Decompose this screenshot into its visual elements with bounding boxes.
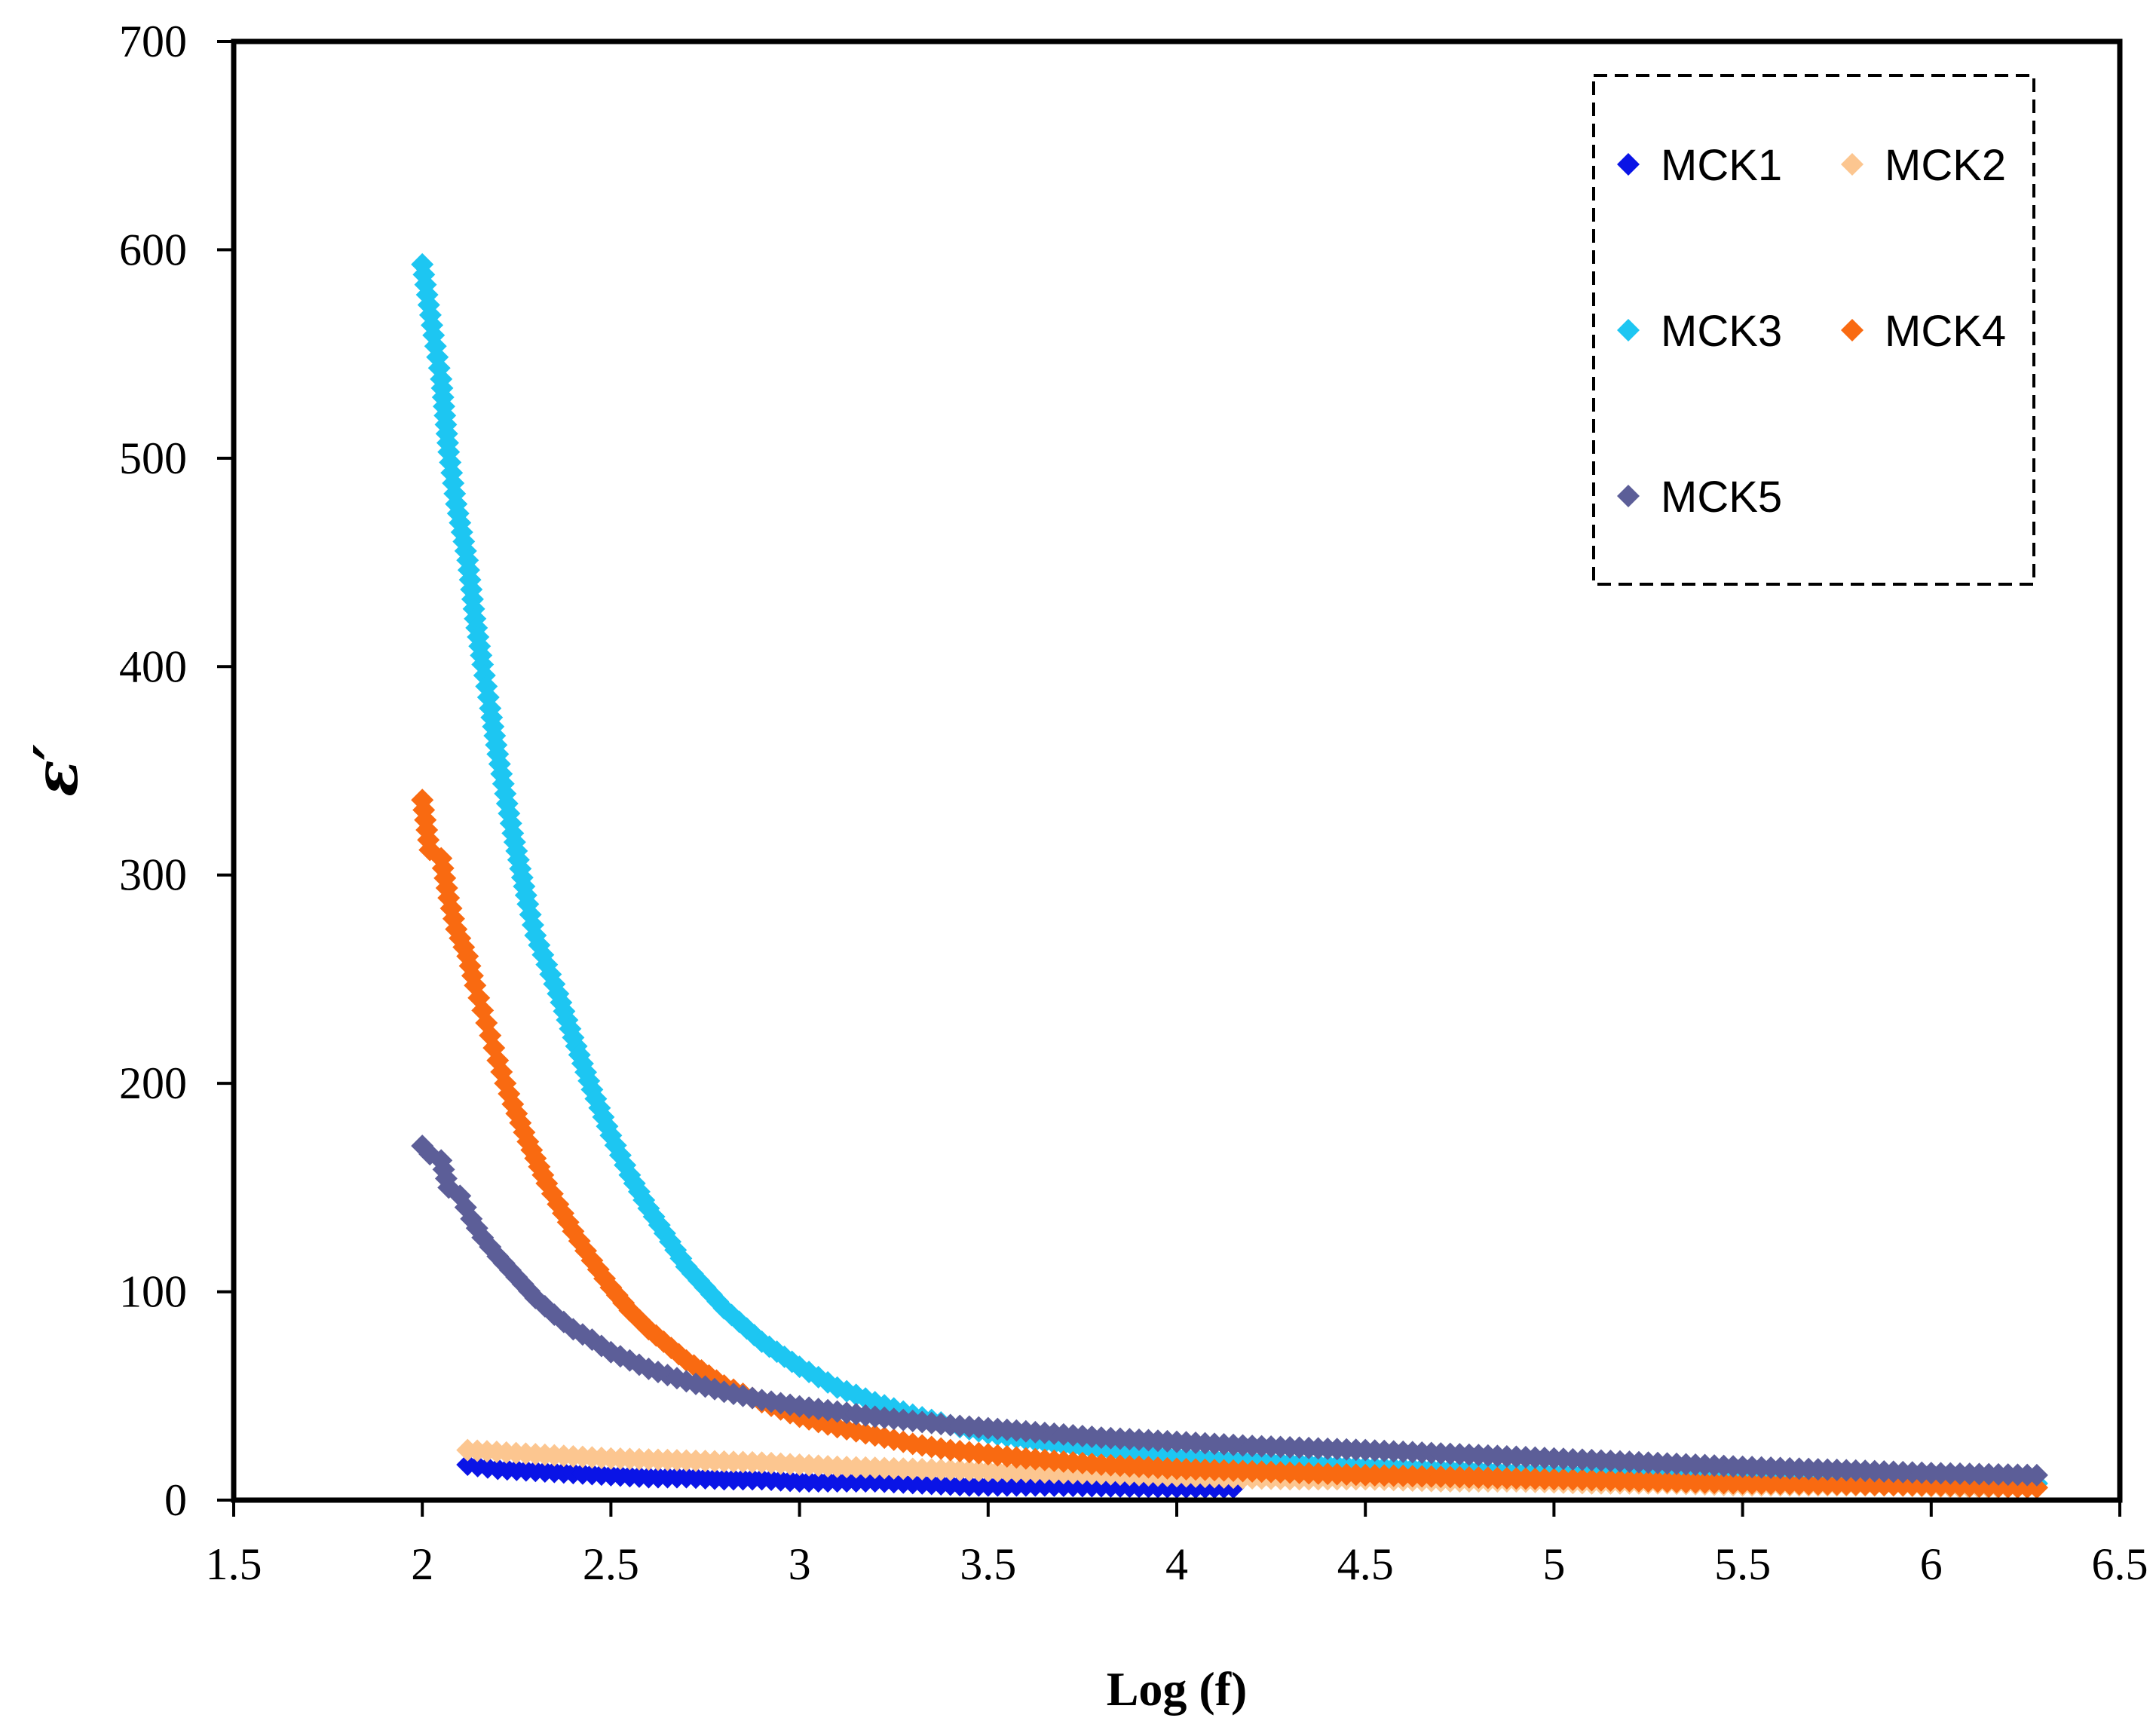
- legend-frame: [1592, 74, 2035, 586]
- x-tick-label: 5.5: [1714, 1539, 1771, 1589]
- data-point: [488, 752, 511, 776]
- y-tick-label: 600: [119, 225, 187, 274]
- x-tick-label: 6: [1920, 1539, 1943, 1589]
- legend-label-mck1: MCK1: [1661, 141, 1782, 190]
- y-axis-ticks: 0 100 200 300 400 500 600 700: [119, 17, 234, 1525]
- x-tick-label: 5: [1542, 1539, 1565, 1589]
- legend-label-mck5: MCK5: [1661, 473, 1782, 522]
- legend-marker-mck5: [1617, 485, 1640, 507]
- legend-label-mck3: MCK3: [1661, 307, 1782, 356]
- y-tick-label: 700: [119, 17, 187, 66]
- y-tick-label: 400: [119, 642, 187, 691]
- y-tick-label: 200: [119, 1058, 187, 1108]
- y-tick-label: 0: [164, 1475, 187, 1525]
- legend-marker-mck2: [1841, 153, 1864, 176]
- x-tick-label: 4.5: [1337, 1539, 1394, 1589]
- x-tick-label: 2.5: [583, 1539, 639, 1589]
- x-tick-label: 6.5: [2092, 1539, 2148, 1589]
- x-axis-ticks: 1.5 2 2.5 3 3.5 4 4.5 5 5.5 6 6.5: [206, 1500, 2148, 1589]
- y-axis-title: ε′: [20, 744, 91, 797]
- series-mck5: [411, 1135, 2048, 1487]
- series-markers: [411, 253, 2048, 1499]
- legend-label-mck2: MCK2: [1885, 141, 2006, 190]
- data-point: [750, 1330, 773, 1353]
- x-axis-title: Log (f): [1107, 1662, 1248, 1716]
- x-tick-label: 3.5: [960, 1539, 1016, 1589]
- y-tick-label: 100: [119, 1267, 187, 1317]
- x-tick-label: 4: [1165, 1539, 1188, 1589]
- x-tick-label: 2: [411, 1539, 433, 1589]
- legend-marker-mck1: [1617, 153, 1640, 176]
- y-tick-label: 300: [119, 850, 187, 900]
- legend: MCK1 MCK2 MCK3 MCK4 MCK5: [1592, 74, 2035, 586]
- legend-label-mck4: MCK4: [1885, 307, 2006, 356]
- x-tick-label: 1.5: [206, 1539, 262, 1589]
- data-point: [2025, 1463, 2048, 1487]
- x-tick-label: 3: [789, 1539, 811, 1589]
- legend-marker-mck4: [1841, 319, 1864, 341]
- y-tick-label: 500: [119, 433, 187, 483]
- legend-marker-mck3: [1617, 319, 1640, 341]
